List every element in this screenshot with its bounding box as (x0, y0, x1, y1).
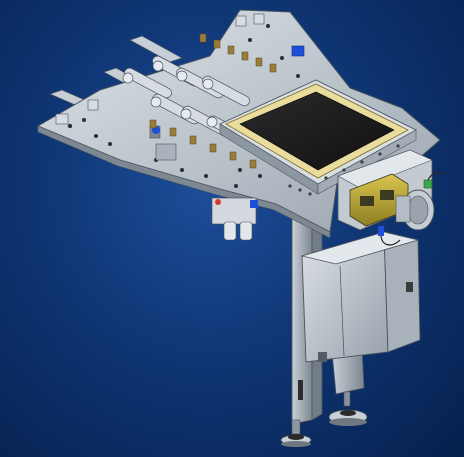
electrical-cabinet (300, 231, 421, 363)
vacuum-pad (239, 91, 395, 171)
pneumatic-cylinder-icon (122, 67, 172, 99)
cabinet-latch (406, 282, 413, 292)
leveling-foot-left (280, 419, 312, 447)
filter-regulator-unit (211, 197, 258, 241)
gear-motor-icon (349, 173, 435, 231)
pneumatic-cylinder-array (122, 55, 250, 143)
cable-gland-icon (378, 171, 447, 246)
pneumatic-cylinder-icon (202, 75, 250, 107)
brass-spacers (149, 33, 277, 169)
leveling-foot-right (328, 409, 368, 426)
pneumatic-cylinder-icon (176, 67, 224, 99)
valve-blue (291, 45, 305, 57)
flange-bolts (288, 144, 400, 196)
